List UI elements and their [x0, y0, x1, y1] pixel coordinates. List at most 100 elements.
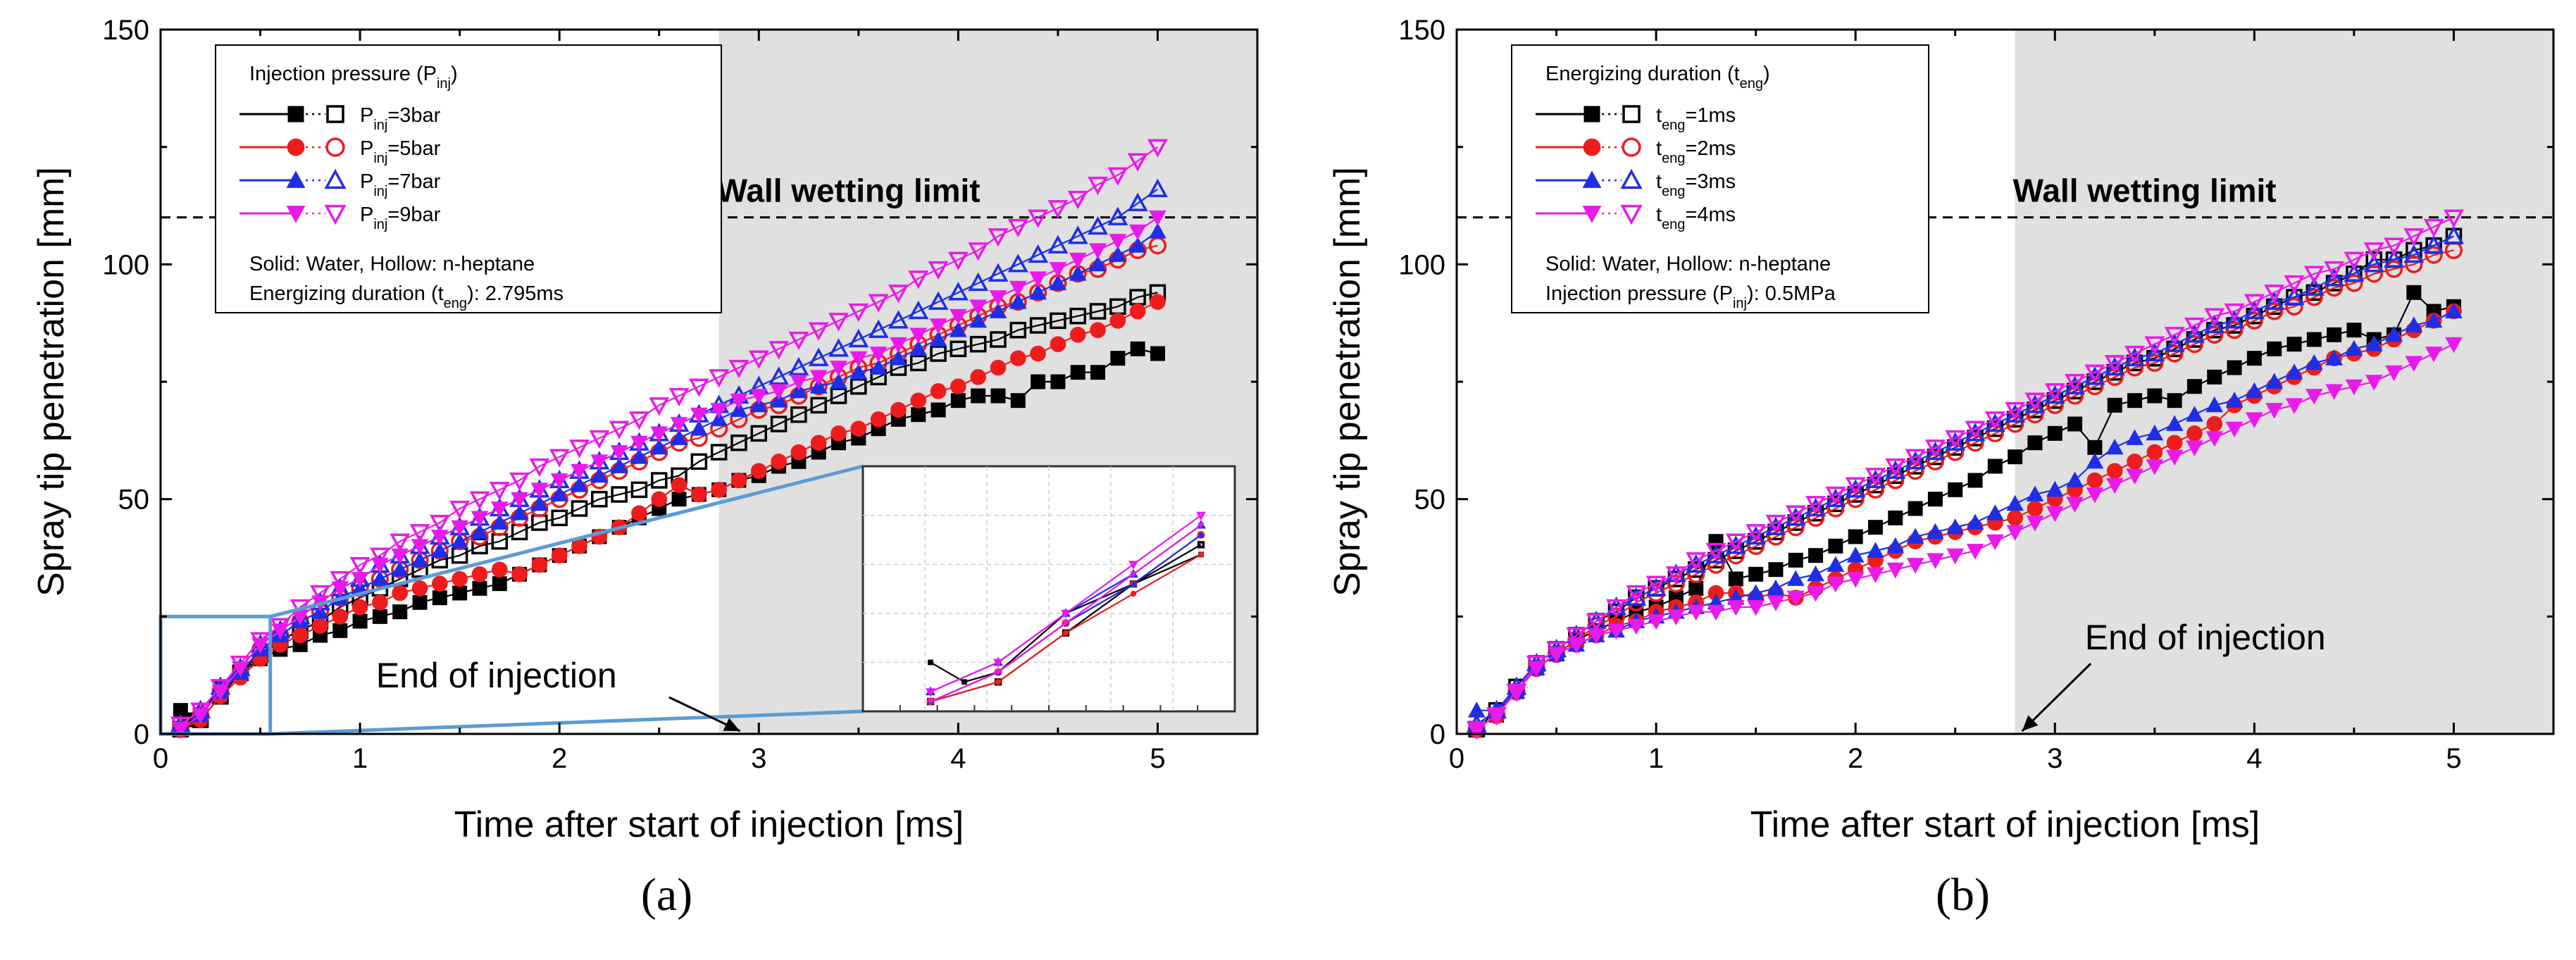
data-point — [1746, 524, 1767, 543]
data-point — [671, 477, 687, 493]
data-point — [1109, 313, 1126, 329]
data-point — [1927, 492, 1943, 507]
data-point — [392, 604, 408, 620]
legend-note: Solid: Water, Hollow: n-heptane — [249, 253, 535, 275]
data-point — [2006, 494, 2024, 511]
data-point — [231, 661, 249, 678]
x-tick-label: 5 — [2446, 743, 2461, 774]
data-point — [1908, 501, 1923, 516]
data-point — [869, 347, 888, 363]
data-point — [2264, 285, 2285, 304]
data-point — [1067, 225, 1088, 244]
data-point — [469, 491, 490, 510]
data-point — [1865, 469, 1886, 489]
inset-data-point — [1196, 511, 1206, 521]
data-point — [1645, 575, 1667, 594]
data-point — [2105, 478, 2124, 494]
data-point — [1009, 350, 1026, 366]
data-point — [1028, 244, 1049, 263]
data-point — [531, 556, 548, 573]
data-point — [1927, 553, 1944, 569]
data-point — [392, 585, 409, 601]
data-point — [650, 472, 668, 489]
data-point — [2384, 237, 2404, 256]
legend: Energizing duration (teng) teng=1ms teng=2… — [1511, 44, 1929, 313]
data-point — [969, 335, 987, 353]
data-point — [530, 494, 549, 511]
data-point — [471, 537, 488, 555]
data-point — [2365, 375, 2383, 391]
data-point — [2265, 302, 2284, 320]
legend-note: Energizing duration (teng): 2.795ms — [249, 282, 564, 311]
data-point — [890, 337, 907, 354]
data-point — [1067, 190, 1088, 210]
data-point — [1885, 460, 1906, 479]
panel-label: (b) — [1936, 869, 1990, 921]
data-point — [990, 388, 1006, 404]
data-point — [310, 585, 330, 604]
data-point — [888, 285, 909, 304]
x-tick-label: 4 — [2246, 743, 2262, 774]
data-point — [1746, 525, 1767, 545]
legend-label: teng=2ms — [1656, 137, 1736, 166]
data-point — [2225, 321, 2244, 339]
data-point — [2443, 225, 2464, 244]
data-point — [1029, 317, 1047, 334]
data-point — [990, 331, 1007, 348]
data-point — [352, 613, 368, 629]
data-point — [690, 407, 708, 424]
data-point — [412, 594, 428, 610]
data-point — [2104, 356, 2125, 376]
data-point — [2086, 472, 2103, 489]
y-tick-label: 0 — [134, 719, 149, 750]
data-point — [1626, 587, 1647, 606]
data-point — [1548, 647, 1565, 663]
data-point — [1030, 345, 1046, 362]
data-point — [1748, 566, 1764, 582]
data-point — [2105, 438, 2124, 455]
data-point — [1150, 294, 1166, 310]
data-point — [688, 378, 709, 397]
data-point — [670, 417, 688, 433]
data-point — [1090, 322, 1106, 338]
data-point — [1786, 590, 1805, 607]
data-point — [890, 401, 907, 418]
data-point — [391, 548, 409, 565]
data-point — [710, 444, 728, 461]
x-tick-label: 4 — [950, 743, 966, 774]
data-point — [631, 505, 647, 521]
data-point — [2146, 424, 2164, 441]
data-point — [451, 520, 468, 537]
data-point — [947, 282, 969, 301]
data-point — [2044, 385, 2065, 404]
data-point — [2406, 285, 2422, 300]
data-point — [1867, 567, 1884, 583]
data-point — [1069, 252, 1087, 269]
data-point — [2127, 393, 2143, 409]
data-point — [490, 513, 509, 530]
data-point — [1050, 312, 1066, 330]
data-point — [2264, 291, 2285, 310]
data-point — [1867, 520, 1883, 535]
inset-data-point — [928, 659, 933, 666]
data-point — [1069, 307, 1086, 325]
data-point — [1007, 254, 1028, 273]
data-point — [1488, 708, 1505, 724]
data-point — [1786, 570, 1805, 586]
data-point — [788, 356, 809, 376]
data-point — [1828, 538, 1843, 554]
legend-note: Solid: Water, Hollow: n-heptane — [1545, 253, 1831, 275]
data-point — [430, 542, 449, 558]
data-point — [1467, 702, 1486, 718]
data-point — [808, 322, 829, 341]
data-point — [2027, 435, 2043, 451]
data-point — [1885, 458, 1906, 478]
data-point — [690, 420, 708, 436]
data-point — [1768, 562, 1784, 578]
legend-label: teng=1ms — [1656, 104, 1736, 133]
legend-marker-hollow — [1620, 204, 1643, 225]
legend-marker-hollow — [324, 204, 347, 225]
data-point — [2186, 406, 2203, 422]
data-point — [2405, 255, 2423, 273]
data-point — [2144, 342, 2165, 362]
